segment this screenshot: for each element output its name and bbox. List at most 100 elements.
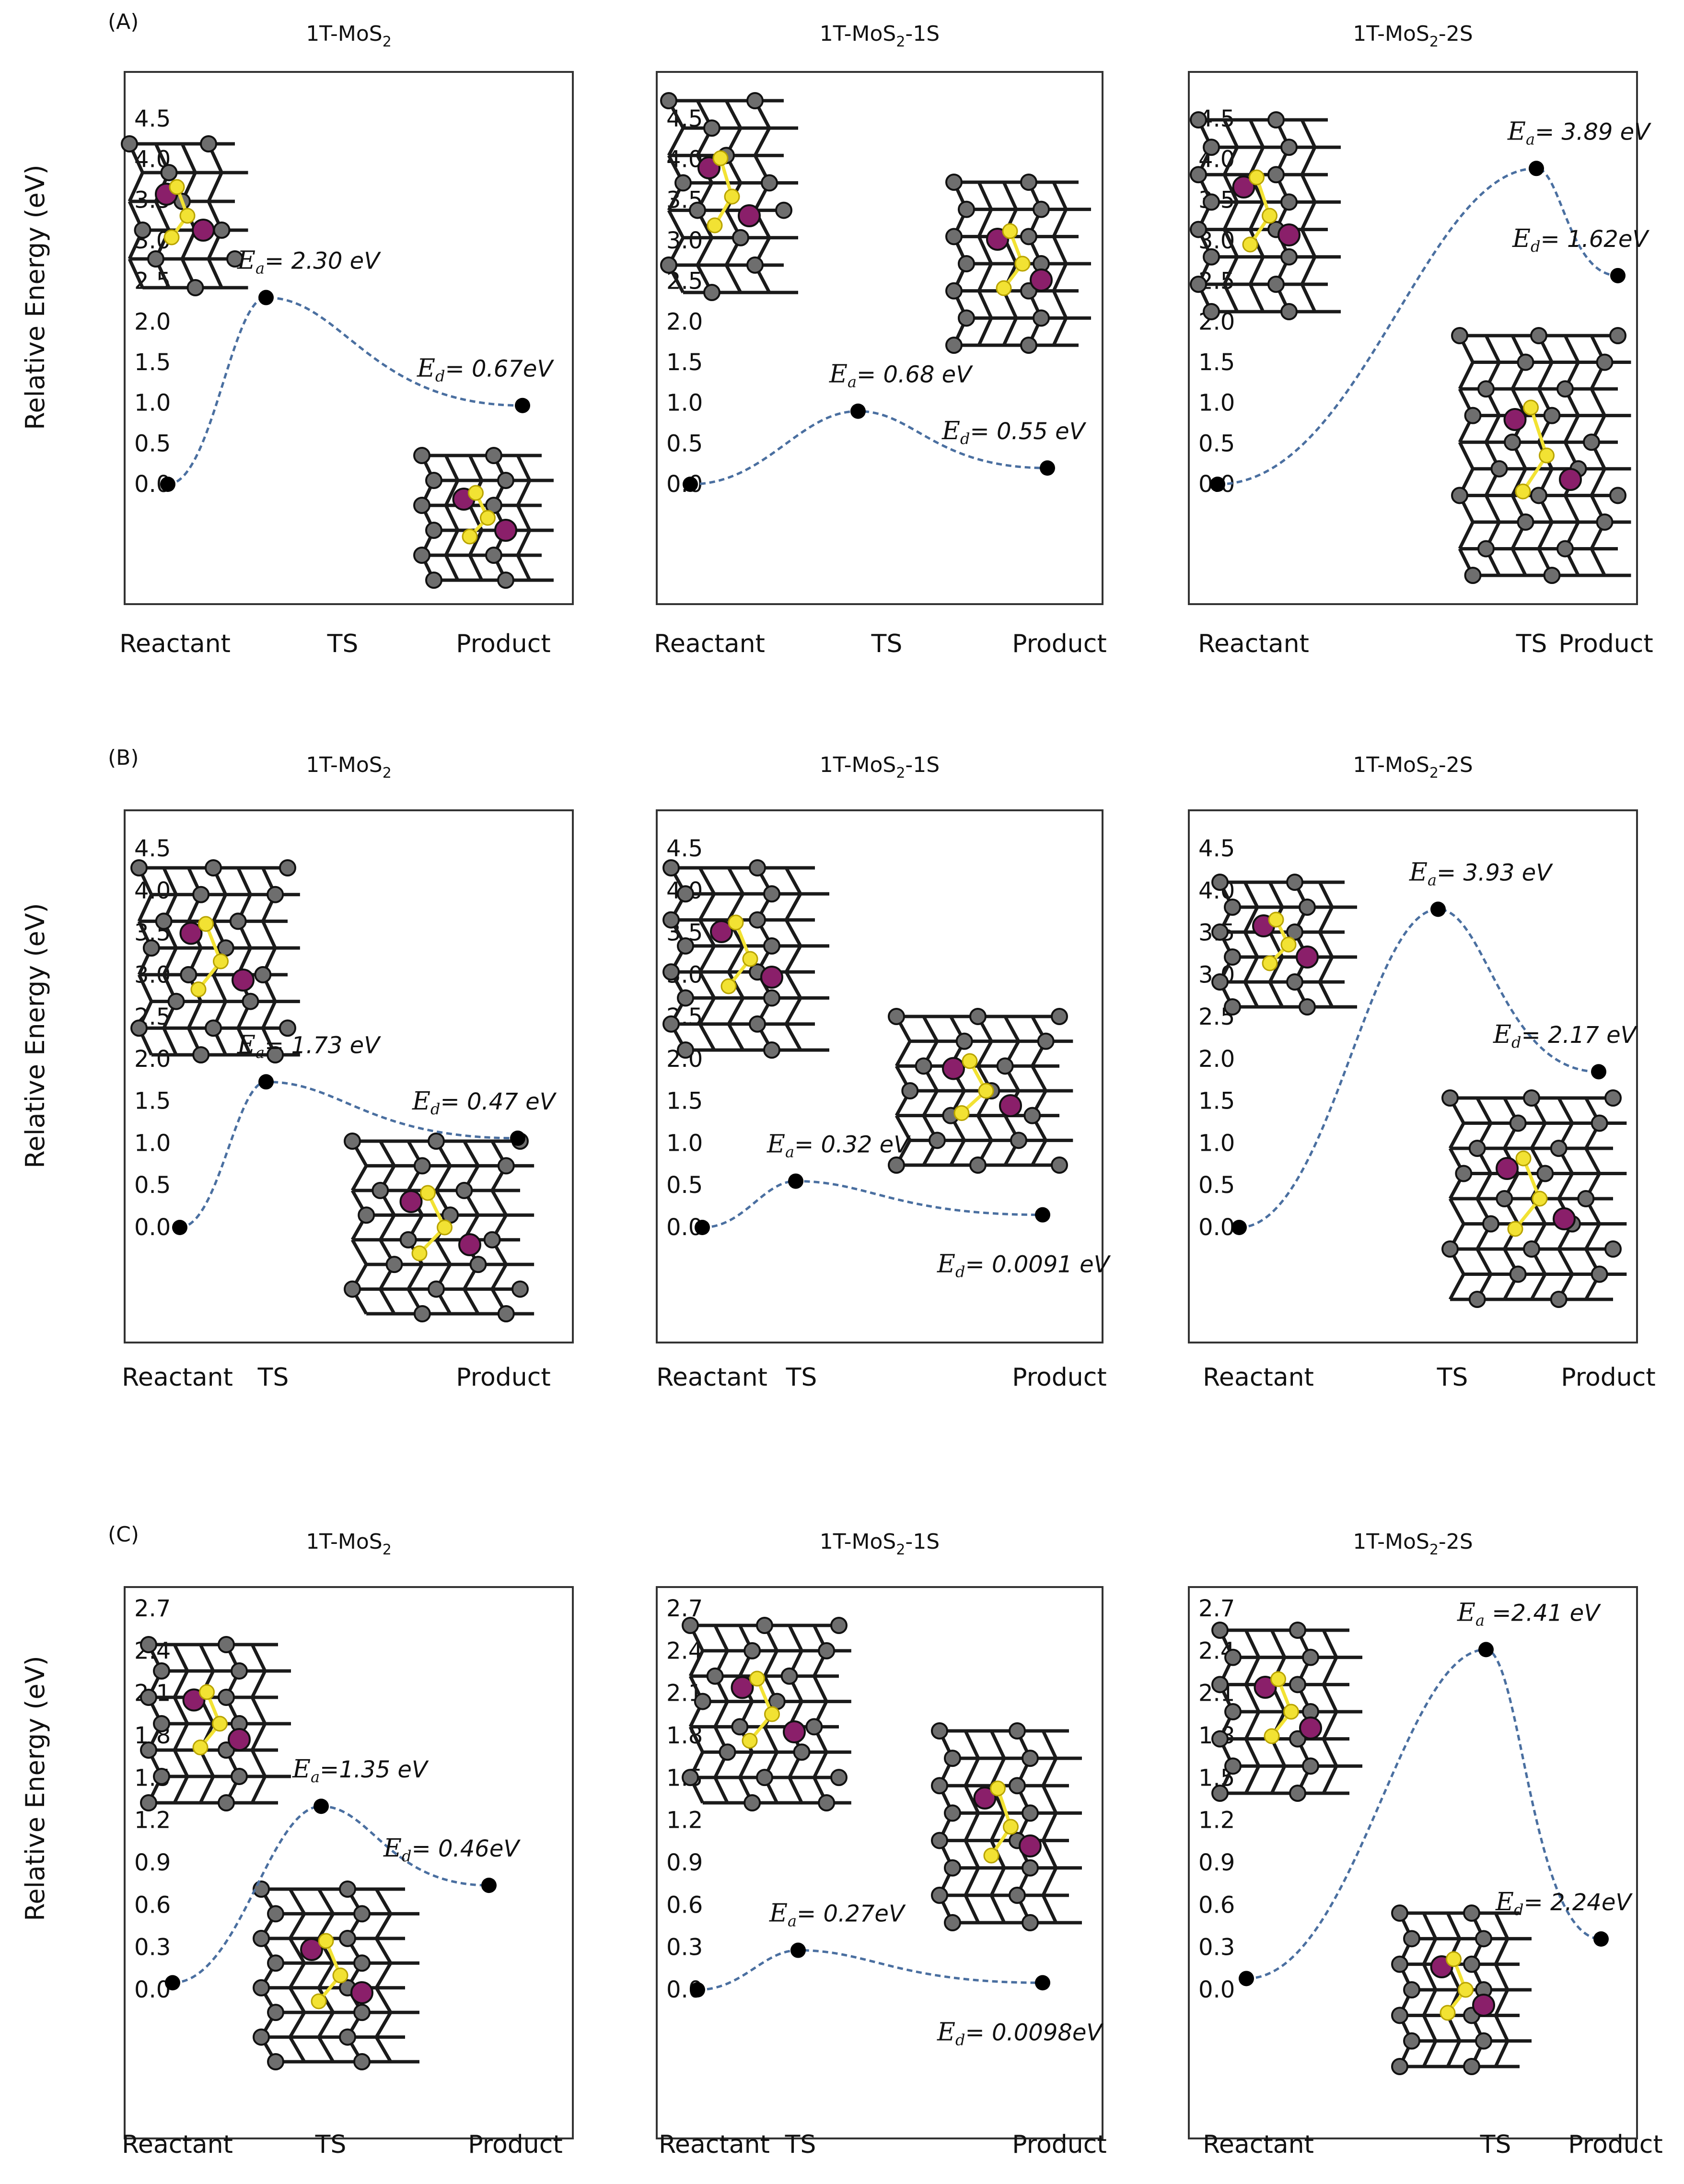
point-ts (1430, 901, 1446, 917)
mo-atom (140, 1636, 157, 1653)
point-reactant (160, 477, 175, 492)
x-category-label: Product (456, 1363, 550, 1392)
ea-value: 3.89 eV (1562, 118, 1652, 145)
x-category-label: Reactant (122, 2130, 233, 2159)
ea-prefix: = (794, 1131, 821, 1158)
ed-value: 2.17 eV (1548, 1022, 1638, 1049)
mo-atom (888, 1008, 905, 1025)
mo-atom (1020, 174, 1037, 191)
y-tick-label: 0.3 (666, 1934, 703, 1961)
sulfur-atom (1515, 1150, 1532, 1167)
ea-annotation: Ea= 1.73 eV (237, 1030, 381, 1062)
vacancy-atom (710, 920, 733, 943)
ed-value: 0.0098eV (992, 2019, 1103, 2046)
mo-atom (703, 284, 720, 301)
mo-atom (130, 1019, 148, 1037)
vacancy-atom (1296, 946, 1319, 969)
sulfur-atom (1446, 1951, 1462, 1967)
ed-subscript: d (1511, 1033, 1521, 1051)
title-main: 1T-MoS (820, 22, 896, 46)
ea-subscript: a (311, 1768, 320, 1786)
row-c: (C)1T-MoS20.00.30.60.91.21.51.82.12.42.7… (108, 1522, 1663, 2159)
y-tick-label: 0.6 (666, 1892, 703, 1918)
point-reactant (172, 1220, 187, 1235)
ea-subscript: a (785, 1143, 794, 1161)
point-ts (790, 1942, 806, 1958)
ea-annotation: Ea= 0.27eV (769, 1899, 906, 1930)
mo-atom (1289, 1730, 1306, 1748)
y-tick-label: 2.0 (666, 308, 703, 335)
mo-atom (901, 1082, 919, 1099)
lattice-bonds (952, 180, 1091, 347)
vacancy-atom (182, 1688, 206, 1712)
ed-subscript: d (435, 367, 445, 385)
y-tick-label: 1.0 (1198, 390, 1235, 417)
ed-subscript: d (430, 1100, 440, 1118)
mo-atom (1468, 1140, 1486, 1157)
x-category-label: TS (327, 630, 359, 658)
mo-atom (1020, 228, 1037, 245)
sulfur-atom (1532, 1191, 1548, 1207)
mo-atom (1530, 327, 1547, 344)
mo-atom (677, 937, 694, 955)
mo-atom (1463, 2058, 1480, 2075)
y-tick-label: 0.6 (134, 1892, 171, 1918)
x-category-label: Product (1012, 2130, 1106, 2159)
mo-atom (1022, 1859, 1039, 1877)
mo-atom (1550, 1140, 1568, 1157)
vacancy-atom (942, 1057, 965, 1080)
panel-a-3: 1T-MoS2-2S0.00.51.01.52.02.53.03.54.04.5… (1188, 22, 1653, 658)
ea-symbol: E (237, 1030, 256, 1059)
mo-atom (358, 1206, 375, 1224)
mo-atom (1530, 487, 1547, 504)
y-axis-label-row-a: Relative Energy (eV) (20, 164, 50, 430)
y-axis-label-row-b: Relative Energy (eV) (20, 903, 50, 1168)
mo-atom (660, 256, 677, 274)
mo-atom (231, 1768, 248, 1785)
mo-atom (682, 1769, 699, 1787)
panel-b-2: 1T-MoS2-1S0.00.51.01.52.02.53.03.54.04.5… (656, 753, 1111, 1392)
mo-atom (1267, 166, 1285, 184)
panel-title: 1T-MoS2-1S (820, 1530, 940, 1558)
mo-atom (455, 1181, 473, 1199)
mo-atom (818, 1794, 836, 1811)
point-ts (850, 403, 866, 419)
y-tick-label: 1.5 (134, 1088, 171, 1115)
y-tick-label: 2.0 (134, 1046, 171, 1073)
mo-atom (780, 1667, 798, 1685)
plot-frame (124, 71, 574, 605)
mo-atom (1299, 998, 1316, 1016)
mo-atom (689, 201, 706, 219)
row-label: (A) (108, 10, 139, 34)
point-product (1035, 1975, 1050, 1991)
mo-atom (1267, 111, 1285, 128)
mo-atom (267, 2004, 284, 2021)
energy-curve (1239, 908, 1599, 1229)
ea-annotation: Ea =2.41 eV (1457, 1598, 1601, 1629)
mo-atom (1543, 567, 1561, 584)
mo-atom (218, 1689, 235, 1706)
sulfur-atom (411, 1245, 428, 1261)
title-sub: 2 (896, 1542, 905, 1558)
mo-atom (205, 1019, 222, 1037)
ed-value: 0.46eV (438, 1835, 521, 1862)
mo-atom (1280, 303, 1298, 320)
mo-atom (339, 2028, 356, 2046)
mo-atom (1591, 1114, 1608, 1132)
point-product (510, 1130, 525, 1146)
vacancy-atom (458, 1233, 481, 1256)
sulfur-atom (1539, 447, 1555, 464)
x-category-label: Product (1568, 2130, 1662, 2159)
x-category-label: Reactant (659, 2130, 770, 2159)
mo-atom (339, 1880, 356, 1898)
vacancy-atom (999, 1094, 1022, 1117)
point-reactant (695, 1220, 710, 1235)
mo-atom (1203, 248, 1220, 266)
mo-atom (353, 1954, 371, 1972)
ea-value: 1.35 eV (339, 1756, 429, 1783)
ea-prefix: = (265, 1032, 291, 1059)
sulfur-atom (1264, 1728, 1280, 1744)
ed-annotation: Ed= 0.46eV (383, 1834, 521, 1865)
mo-atom (660, 92, 677, 109)
mo-atom (931, 1777, 948, 1795)
